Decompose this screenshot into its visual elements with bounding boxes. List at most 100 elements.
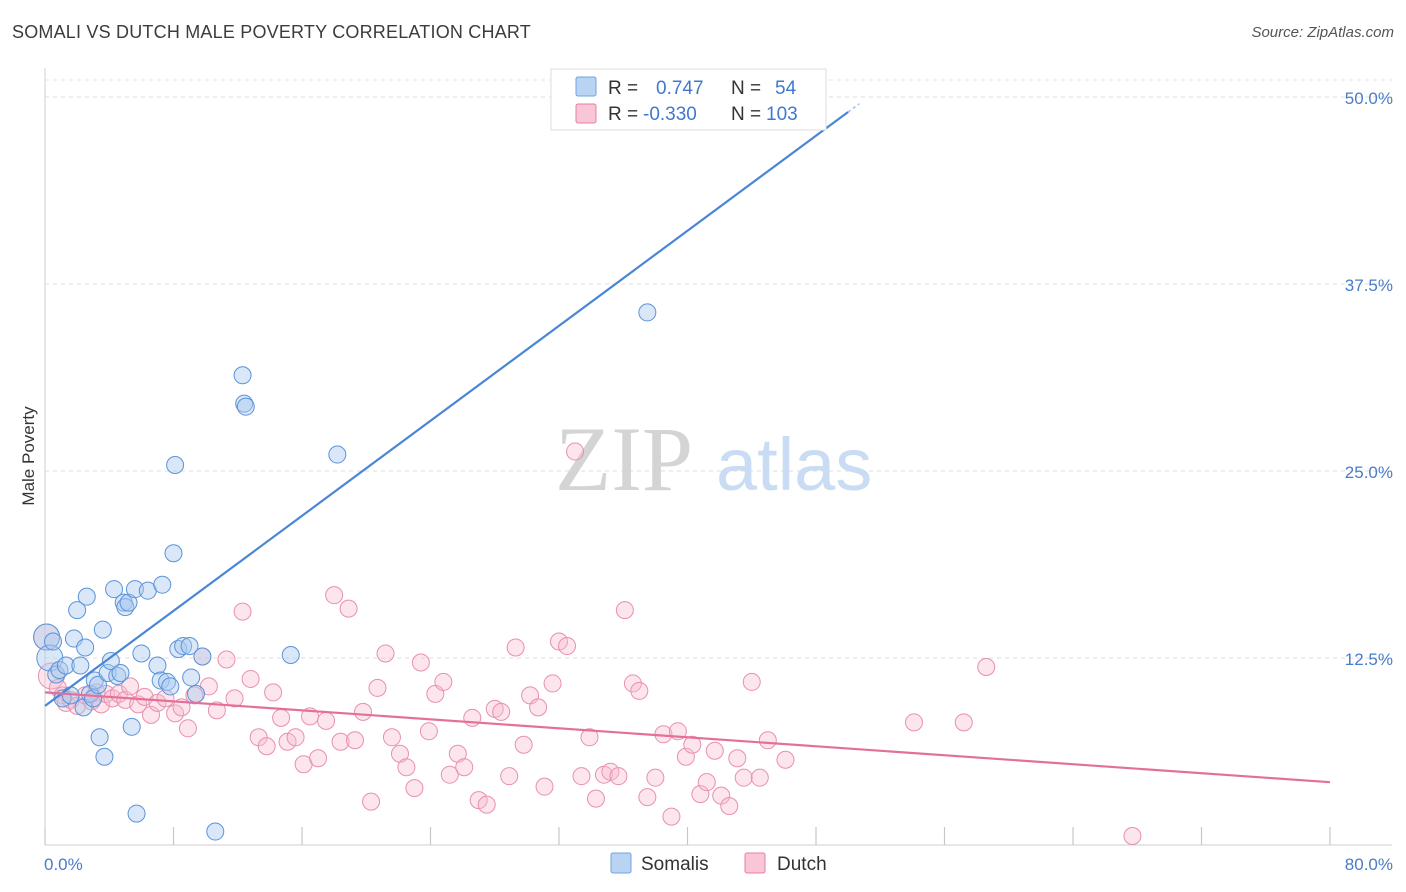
dutch-point-60 — [455, 758, 474, 777]
dutch-point-81 — [609, 767, 628, 786]
source-credit: Source: ZipAtlas.com — [1251, 24, 1394, 41]
somali-point-22 — [101, 651, 120, 670]
x-tick-label-0: 0.0% — [44, 855, 83, 874]
dutch-point-99 — [742, 672, 761, 691]
dutch-point-57 — [434, 672, 453, 691]
somali-point-18 — [90, 728, 109, 747]
legend-n-label-somalis: N = — [731, 78, 761, 99]
x-tick-labels: 0.0% 80.0% — [44, 855, 1393, 874]
dutch-point-96 — [720, 797, 739, 816]
somali-point-44 — [182, 668, 201, 687]
watermark-zip: ZIP — [555, 408, 693, 510]
somali-point-49 — [235, 394, 254, 413]
dutch-point-102 — [776, 750, 795, 769]
legend-n-value-somalis: 54 — [775, 78, 797, 99]
dutch-point-28 — [217, 650, 236, 669]
dutch-point-49 — [376, 644, 395, 663]
somali-point-35 — [151, 671, 170, 690]
dutch-point-44 — [339, 599, 358, 618]
dutch-point-67 — [506, 638, 525, 657]
somali-point-10 — [71, 656, 90, 675]
legend-r-label-somalis: R = — [608, 78, 638, 99]
legend-r-value-somalis: 0.747 — [656, 78, 704, 99]
y-tick-labels: 12.5% 25.0% 37.5% 50.0% — [1345, 89, 1393, 669]
y-tick-label-3: 50.0% — [1345, 89, 1393, 108]
dutch-point-40 — [309, 749, 328, 768]
series-legend: Somalis Dutch — [610, 852, 827, 875]
dutch-point-85 — [638, 788, 657, 807]
dutch-point-65 — [492, 702, 511, 721]
dutch-point-105 — [977, 657, 996, 676]
dutch-point-83 — [623, 674, 642, 693]
somali-point-6 — [56, 656, 75, 675]
dutch-point-93 — [697, 773, 716, 792]
somali-point-50 — [236, 397, 255, 416]
dutch-point-53 — [405, 779, 424, 798]
somali-point-34 — [148, 656, 167, 675]
somali-point-51 — [281, 646, 300, 665]
dutch-point-94 — [705, 741, 724, 760]
dutch-point-100 — [750, 768, 769, 787]
dutch-point-78 — [586, 789, 605, 808]
y-tick-label-1: 25.0% — [1345, 463, 1393, 482]
dutch-trend-line — [44, 691, 1331, 784]
dutch-point-30 — [233, 602, 252, 621]
dutch-point-90 — [676, 747, 695, 766]
somali-point-48 — [233, 366, 252, 385]
somali-point-2 — [44, 632, 63, 651]
somali-point-17 — [89, 675, 108, 694]
axes — [44, 68, 1392, 846]
dutch-point-54 — [411, 653, 430, 672]
dutch-point-71 — [535, 777, 554, 796]
dutch-point-98 — [734, 768, 753, 787]
dutch-point-61 — [463, 708, 482, 727]
somali-point-21 — [98, 663, 117, 682]
somali-trend-extension — [847, 103, 860, 113]
dutch-point-58 — [440, 765, 459, 784]
legend-r-label-dutch: R = — [608, 104, 638, 125]
somali-point-43 — [180, 637, 199, 656]
somali-point-47 — [206, 822, 225, 841]
dutch-point-84 — [630, 681, 649, 700]
somali-point-38 — [161, 677, 180, 696]
dutch-point-46 — [354, 702, 373, 721]
watermark-atlas: atlas — [716, 423, 872, 506]
somali-point-46 — [193, 647, 212, 666]
somali-point-45 — [186, 684, 205, 703]
dutch-point-106 — [1123, 827, 1142, 846]
dutch-point-103 — [904, 713, 923, 732]
somali-point-41 — [169, 640, 188, 659]
legend-swatch-dutch — [575, 103, 597, 124]
dutch-point-74 — [558, 637, 577, 656]
dutch-point-66 — [500, 767, 519, 786]
bottom-label-dutch: Dutch — [777, 854, 827, 875]
dutch-point-23 — [178, 719, 197, 738]
somali-point-20 — [95, 747, 114, 766]
dutch-point-55 — [419, 722, 438, 741]
trend-lines — [44, 103, 1331, 784]
dutch-point-48 — [368, 678, 387, 697]
somali-point-23 — [105, 580, 124, 599]
somali-points — [33, 96, 726, 841]
somali-point-4 — [50, 660, 69, 679]
legend-n-label-dutch: N = — [731, 104, 761, 125]
somali-point-13 — [77, 587, 96, 606]
chart-title: SOMALI VS DUTCH MALE POVERTY CORRELATION… — [12, 22, 531, 42]
somali-point-40 — [166, 456, 185, 475]
dutch-point-97 — [728, 749, 747, 768]
dutch-point-88 — [662, 807, 681, 826]
somali-point-32 — [132, 644, 151, 663]
dutch-points — [33, 442, 1142, 846]
dutch-point-18 — [142, 705, 161, 724]
somali-point-30 — [125, 580, 144, 599]
dutch-point-47 — [362, 792, 381, 811]
correlation-legend: R = 0.747 N = 54 R = -0.330 N = 103 — [550, 68, 827, 131]
legend-n-value-dutch: 103 — [766, 104, 798, 125]
dutch-point-104 — [954, 713, 973, 732]
dutch-point-92 — [691, 785, 710, 804]
somali-point-31 — [127, 804, 146, 823]
somali-point-0 — [33, 623, 61, 651]
somali-trend-line — [44, 111, 849, 707]
legend-swatch-somalis — [575, 76, 597, 97]
